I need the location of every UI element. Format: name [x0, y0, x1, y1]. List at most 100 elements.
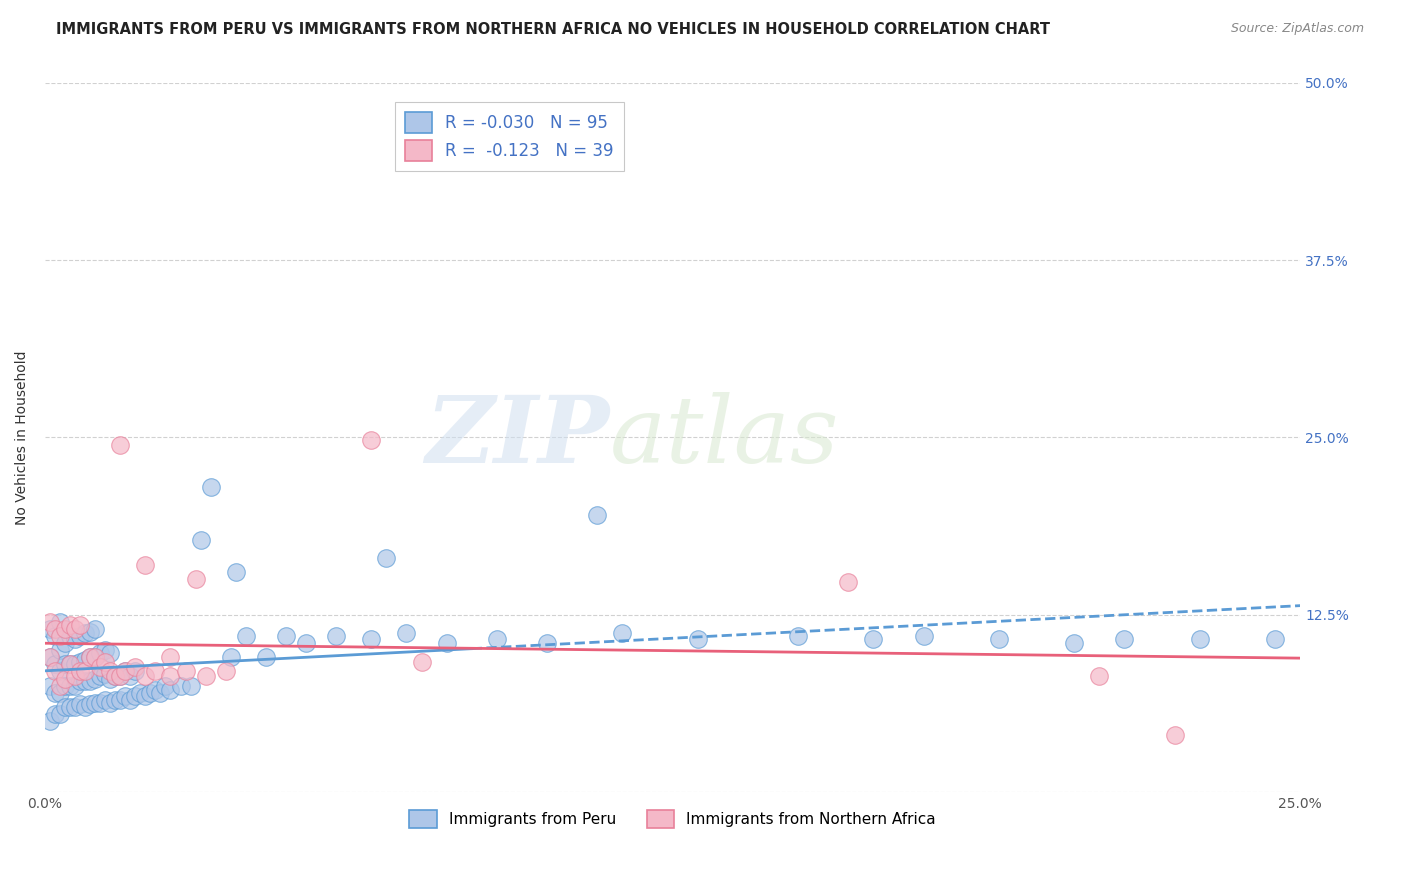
Point	[134, 558, 156, 572]
Point	[49, 615, 72, 629]
Point	[53, 679, 76, 693]
Point	[1163, 728, 1185, 742]
Point	[44, 657, 66, 672]
Point	[59, 699, 82, 714]
Point	[94, 667, 117, 681]
Point	[104, 693, 127, 707]
Point	[89, 696, 111, 710]
Point	[104, 668, 127, 682]
Point	[63, 679, 86, 693]
Point	[1088, 668, 1111, 682]
Point	[235, 629, 257, 643]
Point	[94, 643, 117, 657]
Point	[69, 617, 91, 632]
Point	[536, 636, 558, 650]
Point	[98, 672, 121, 686]
Point	[49, 679, 72, 693]
Point	[145, 665, 167, 679]
Point	[180, 679, 202, 693]
Point	[63, 699, 86, 714]
Point	[89, 660, 111, 674]
Point	[98, 646, 121, 660]
Point	[295, 636, 318, 650]
Text: Source: ZipAtlas.com: Source: ZipAtlas.com	[1230, 22, 1364, 36]
Point	[1114, 632, 1136, 646]
Point	[159, 650, 181, 665]
Point	[63, 668, 86, 682]
Point	[395, 626, 418, 640]
Point	[63, 657, 86, 672]
Point	[375, 551, 398, 566]
Point	[69, 674, 91, 689]
Point	[89, 668, 111, 682]
Point	[75, 626, 97, 640]
Point	[49, 665, 72, 679]
Point	[114, 665, 136, 679]
Point	[837, 575, 859, 590]
Point	[120, 668, 142, 682]
Point	[129, 686, 152, 700]
Point	[120, 693, 142, 707]
Point	[84, 672, 107, 686]
Point	[134, 668, 156, 682]
Point	[586, 508, 609, 523]
Point	[139, 686, 162, 700]
Point	[84, 696, 107, 710]
Point	[79, 697, 101, 711]
Point	[49, 629, 72, 643]
Point	[69, 665, 91, 679]
Point	[59, 617, 82, 632]
Point	[360, 434, 382, 448]
Point	[79, 650, 101, 665]
Point	[134, 689, 156, 703]
Point	[1188, 632, 1211, 646]
Point	[194, 668, 217, 682]
Point	[184, 572, 207, 586]
Text: ZIP: ZIP	[426, 392, 610, 483]
Point	[94, 693, 117, 707]
Point	[254, 650, 277, 665]
Point	[49, 686, 72, 700]
Point	[53, 636, 76, 650]
Point	[63, 632, 86, 646]
Point	[360, 632, 382, 646]
Point	[436, 636, 458, 650]
Point	[686, 632, 709, 646]
Point	[53, 699, 76, 714]
Point	[44, 665, 66, 679]
Point	[411, 655, 433, 669]
Point	[225, 565, 247, 579]
Point	[149, 686, 172, 700]
Point	[325, 629, 347, 643]
Text: atlas: atlas	[610, 392, 839, 483]
Point	[53, 672, 76, 686]
Point	[69, 655, 91, 669]
Point	[39, 622, 62, 636]
Point	[84, 650, 107, 665]
Point	[110, 693, 132, 707]
Point	[44, 706, 66, 721]
Point	[190, 533, 212, 547]
Point	[114, 665, 136, 679]
Point	[59, 657, 82, 672]
Point	[169, 679, 191, 693]
Point	[79, 650, 101, 665]
Point	[39, 650, 62, 665]
Point	[89, 646, 111, 660]
Point	[53, 622, 76, 636]
Point	[39, 679, 62, 693]
Point	[110, 437, 132, 451]
Point	[1063, 636, 1085, 650]
Point	[987, 632, 1010, 646]
Point	[63, 622, 86, 636]
Point	[44, 622, 66, 636]
Point	[49, 706, 72, 721]
Point	[39, 714, 62, 728]
Point	[44, 686, 66, 700]
Point	[145, 682, 167, 697]
Point	[98, 665, 121, 679]
Point	[39, 650, 62, 665]
Point	[215, 665, 238, 679]
Point	[39, 615, 62, 629]
Point	[44, 629, 66, 643]
